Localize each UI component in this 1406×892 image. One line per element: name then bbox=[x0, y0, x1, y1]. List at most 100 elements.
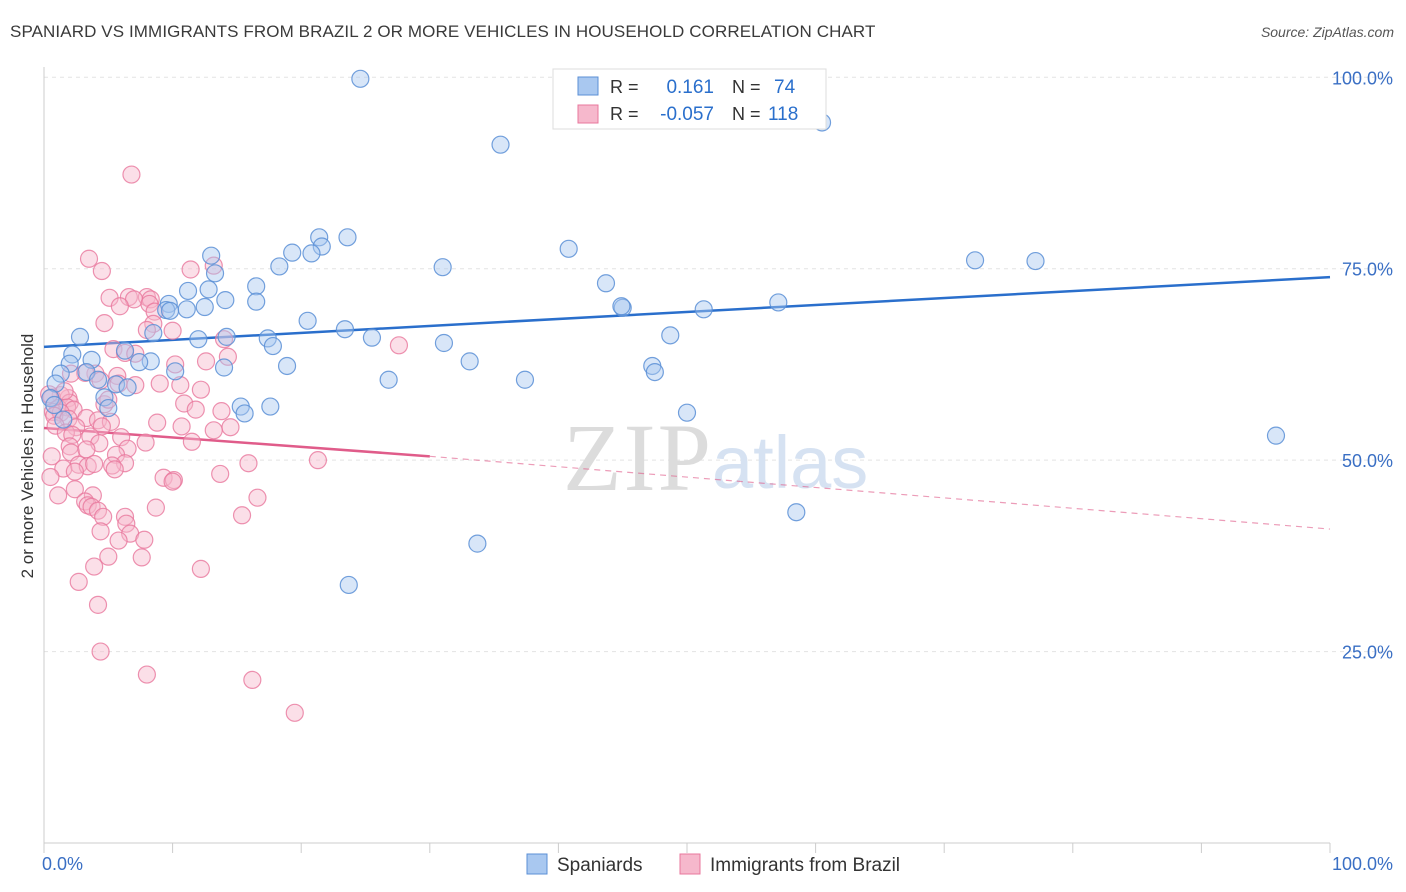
data-point-brazil bbox=[308, 451, 328, 470]
data-point-brazil bbox=[91, 642, 110, 661]
data-point-spaniards bbox=[677, 403, 697, 422]
data-point-brazil bbox=[105, 460, 124, 479]
data-point-brazil bbox=[163, 472, 182, 491]
data-point-spaniards bbox=[283, 243, 302, 262]
data-point-spaniards bbox=[144, 323, 163, 343]
data-point-brazil bbox=[85, 454, 104, 474]
data-point-brazil bbox=[243, 670, 262, 690]
series-spaniards bbox=[41, 69, 1286, 595]
data-point-spaniards bbox=[45, 395, 64, 415]
data-point-spaniards bbox=[335, 320, 355, 339]
data-point-spaniards bbox=[70, 327, 90, 346]
legend-label-spaniards[interactable]: Spaniards bbox=[557, 855, 643, 876]
data-point-brazil bbox=[136, 433, 155, 452]
watermark-zip: ZIP bbox=[563, 404, 713, 511]
data-point-spaniards bbox=[247, 292, 266, 311]
data-point-spaniards bbox=[339, 575, 358, 595]
data-point-spaniards bbox=[787, 503, 806, 522]
data-point-brazil bbox=[42, 447, 61, 466]
data-point-brazil bbox=[285, 703, 304, 722]
data-point-brazil bbox=[172, 417, 191, 436]
data-point-spaniards bbox=[263, 336, 283, 356]
data-point-brazil bbox=[95, 313, 114, 333]
watermark-atlas: atlas bbox=[712, 421, 868, 504]
chart-source: Source: ZipAtlas.com bbox=[1260, 24, 1394, 40]
legend-label-brazil[interactable]: Immigrants from Brazil bbox=[710, 855, 900, 876]
data-point-spaniards bbox=[434, 333, 454, 353]
data-point-brazil bbox=[191, 380, 210, 399]
data-point-spaniards bbox=[491, 135, 510, 154]
legend-swatch-brazil[interactable] bbox=[679, 853, 701, 875]
data-point-brazil bbox=[69, 572, 88, 591]
data-point-brazil bbox=[118, 439, 137, 458]
data-point-spaniards bbox=[559, 239, 578, 258]
data-point-brazil bbox=[85, 557, 104, 576]
data-point-brazil bbox=[132, 548, 151, 567]
chart-title: SPANIARD VS IMMIGRANTS FROM BRAZIL 2 OR … bbox=[10, 22, 876, 41]
bottom-legend: Spaniards Immigrants from Brazil bbox=[526, 853, 900, 876]
data-point-brazil bbox=[204, 421, 223, 440]
stats-n-label-spaniards: N = bbox=[732, 77, 761, 97]
legend-swatch-spaniards[interactable] bbox=[526, 853, 548, 875]
data-point-brazil bbox=[41, 467, 60, 487]
data-point-brazil bbox=[150, 374, 169, 393]
data-point-brazil bbox=[211, 464, 230, 484]
data-point-brazil bbox=[63, 425, 82, 444]
data-point-brazil bbox=[181, 260, 200, 279]
data-point-brazil bbox=[92, 261, 111, 281]
y-tick-label: 25.0% bbox=[1342, 643, 1393, 663]
data-point-brazil bbox=[126, 344, 145, 363]
data-point-spaniards bbox=[88, 370, 108, 389]
data-point-spaniards bbox=[217, 327, 236, 346]
data-point-spaniards bbox=[1266, 426, 1286, 445]
data-point-spaniards bbox=[645, 362, 664, 382]
data-point-spaniards bbox=[965, 251, 985, 270]
data-point-spaniards bbox=[277, 356, 297, 376]
data-point-spaniards bbox=[302, 244, 321, 263]
data-point-spaniards bbox=[160, 301, 180, 320]
data-point-brazil bbox=[117, 514, 136, 533]
data-point-spaniards bbox=[270, 257, 289, 276]
data-point-spaniards bbox=[515, 370, 535, 389]
data-point-brazil bbox=[146, 498, 165, 517]
data-point-brazil bbox=[115, 507, 135, 526]
data-point-spaniards bbox=[468, 534, 487, 553]
data-point-brazil bbox=[88, 595, 108, 614]
data-point-spaniards bbox=[178, 281, 198, 301]
stats-legend-box: R = 0.161 N = 74 R = -0.057 N = 118 bbox=[552, 68, 827, 130]
data-point-spaniards bbox=[261, 397, 280, 416]
data-point-brazil bbox=[99, 547, 118, 566]
tick-labels: 25.0% 50.0% 75.0% 100.0% 0.0% 100.0% bbox=[42, 68, 1393, 874]
data-point-spaniards bbox=[216, 291, 235, 310]
data-point-brazil bbox=[94, 507, 113, 526]
data-point-spaniards bbox=[202, 246, 221, 265]
stats-n-value-spaniards: 74 bbox=[774, 77, 796, 98]
data-point-brazil bbox=[110, 297, 129, 316]
data-point-brazil bbox=[79, 249, 99, 268]
data-point-spaniards bbox=[612, 297, 631, 316]
y-tick-label: 100.0% bbox=[1332, 68, 1393, 88]
stats-r-value-spaniards: 0.161 bbox=[666, 77, 714, 98]
data-point-spaniards bbox=[195, 297, 214, 317]
data-point-brazil bbox=[239, 454, 258, 473]
data-point-spaniards bbox=[106, 375, 126, 394]
data-point-spaniards bbox=[433, 258, 452, 277]
series-immigrants-from-brazil bbox=[40, 165, 409, 722]
data-point-spaniards bbox=[118, 378, 137, 397]
data-point-spaniards bbox=[312, 237, 331, 256]
x-tick-label: 100.0% bbox=[1332, 854, 1393, 874]
y-tick-label: 50.0% bbox=[1342, 451, 1393, 471]
trend-line-spaniards bbox=[43, 275, 1331, 349]
data-point-brazil bbox=[163, 321, 182, 340]
watermark: ZIP atlas bbox=[563, 404, 868, 511]
axes bbox=[43, 67, 1331, 853]
data-point-spaniards bbox=[247, 277, 266, 296]
data-point-brazil bbox=[135, 530, 154, 549]
data-point-spaniards bbox=[214, 358, 234, 377]
data-point-brazil bbox=[212, 402, 231, 421]
data-point-brazil bbox=[109, 531, 128, 550]
data-point-spaniards bbox=[235, 404, 254, 423]
data-point-spaniards bbox=[460, 352, 479, 371]
data-point-brazil bbox=[218, 347, 237, 366]
